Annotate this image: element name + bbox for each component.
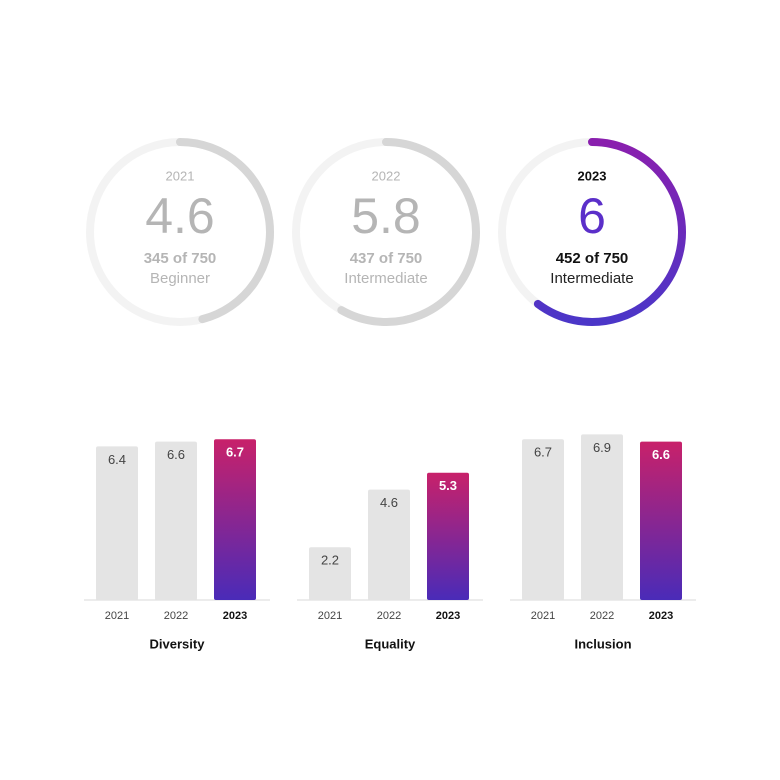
gauge-score: 6 xyxy=(578,188,606,244)
x-tick-label: 2021 xyxy=(531,610,555,622)
bar xyxy=(309,547,351,600)
gauge-points: 452 of 750 xyxy=(556,250,629,267)
x-tick-label: 2022 xyxy=(590,610,614,622)
gauge-level: Beginner xyxy=(150,270,210,287)
bar xyxy=(640,441,682,600)
gauge-score: 5.8 xyxy=(351,188,421,244)
gauge-year: 2022 xyxy=(372,168,401,183)
bar xyxy=(214,439,256,600)
bar xyxy=(96,446,138,600)
x-tick-label: 2023 xyxy=(223,610,247,622)
bar xyxy=(522,439,564,600)
bar-value-label: 6.9 xyxy=(593,440,611,455)
bar-value-label: 5.3 xyxy=(439,478,457,493)
gauge-points: 437 of 750 xyxy=(350,250,423,267)
x-tick-label: 2021 xyxy=(105,610,129,622)
gauge-score: 4.6 xyxy=(145,188,215,244)
x-tick-label: 2022 xyxy=(164,610,188,622)
gauge-arc xyxy=(337,138,480,326)
gauge-year: 2021 xyxy=(166,168,195,183)
chart-title: Diversity xyxy=(150,636,206,651)
x-tick-label: 2023 xyxy=(436,610,460,622)
bar-value-label: 2.2 xyxy=(321,553,339,568)
bar xyxy=(581,434,623,600)
bar-value-label: 4.6 xyxy=(380,495,398,510)
gauge-level: Intermediate xyxy=(550,270,633,287)
bar-value-label: 6.6 xyxy=(167,447,185,462)
bar-value-label: 6.4 xyxy=(108,452,126,467)
gauge-arc xyxy=(176,138,274,324)
gauge-points: 345 of 750 xyxy=(144,250,217,267)
bar xyxy=(368,489,410,600)
bar-value-label: 6.7 xyxy=(226,445,244,460)
x-tick-label: 2021 xyxy=(318,610,342,622)
bar-value-label: 6.6 xyxy=(652,447,670,462)
bar xyxy=(427,472,469,600)
chart-title: Equality xyxy=(365,636,416,651)
chart-title: Inclusion xyxy=(574,636,631,651)
x-tick-label: 2023 xyxy=(649,610,673,622)
gauge-level: Intermediate xyxy=(344,270,427,287)
gauge-year: 2023 xyxy=(578,168,607,183)
bar xyxy=(155,441,197,600)
gauge-arc xyxy=(533,138,686,326)
bar-value-label: 6.7 xyxy=(534,445,552,460)
x-tick-label: 2022 xyxy=(377,610,401,622)
